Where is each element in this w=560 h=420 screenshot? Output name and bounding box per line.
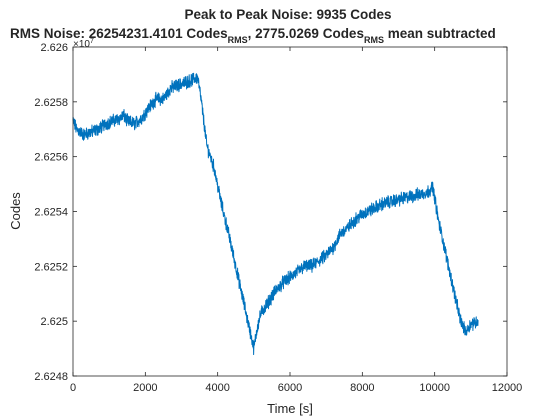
x-tick-label: 2000: [133, 382, 157, 394]
y-axis-label: Codes: [8, 192, 23, 230]
y-tick-label: 2.6254: [34, 207, 68, 219]
plot-line-group: [72, 72, 479, 356]
subtitle-subscript-1: RMS: [228, 35, 248, 45]
y-tick-label: 2.625: [40, 316, 68, 328]
y-tick-label: 2.626: [40, 42, 68, 54]
chart-subtitle: RMS Noise: 26254231.4101 CodesRMS, 2775.…: [10, 26, 496, 45]
y-tick-label: 2.6258: [34, 97, 68, 109]
x-tick-label: 0: [70, 382, 76, 394]
y-exponent-power: 7: [90, 38, 94, 45]
subtitle-prefix: RMS Noise: 26254231.4101 Codes: [10, 26, 228, 41]
x-axis: 0 2000 4000 6000 8000 10000 12000: [70, 47, 522, 394]
x-tick-label: 8000: [350, 382, 374, 394]
x-tick-label: 6000: [278, 382, 302, 394]
series-line: [72, 72, 479, 356]
subtitle-subscript-2: RMS: [364, 35, 384, 45]
x-tick-label: 4000: [205, 382, 229, 394]
y-exponent-label: ×107: [73, 38, 94, 50]
y-tick-label: 2.6248: [34, 371, 68, 383]
x-tick-label: 10000: [419, 382, 450, 394]
y-tick-label: 2.6252: [34, 261, 68, 273]
subtitle-middle: , 2775.0269 Codes: [248, 26, 364, 41]
y-tick-label: 2.6256: [34, 152, 68, 164]
subtitle-suffix: mean subtracted: [384, 26, 496, 41]
y-exponent-base: ×10: [73, 39, 90, 50]
y-axis: 2.6248 2.625 2.6252 2.6254 2.6256 2.6258 2.626: [34, 42, 507, 383]
chart-title: Peak to Peak Noise: 9935 Codes: [184, 7, 391, 22]
x-axis-label: Time [s]: [267, 401, 313, 416]
x-tick-label: 12000: [492, 382, 523, 394]
